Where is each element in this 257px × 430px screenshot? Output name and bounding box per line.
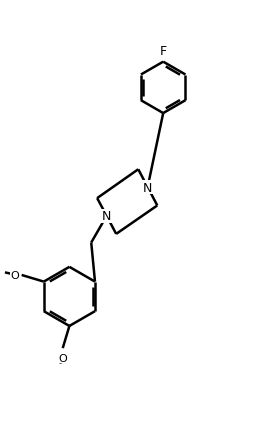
Text: O: O [11,270,20,280]
Text: N: N [143,181,152,194]
Text: F: F [160,45,167,58]
Text: N: N [102,210,111,223]
Text: O: O [58,353,67,363]
